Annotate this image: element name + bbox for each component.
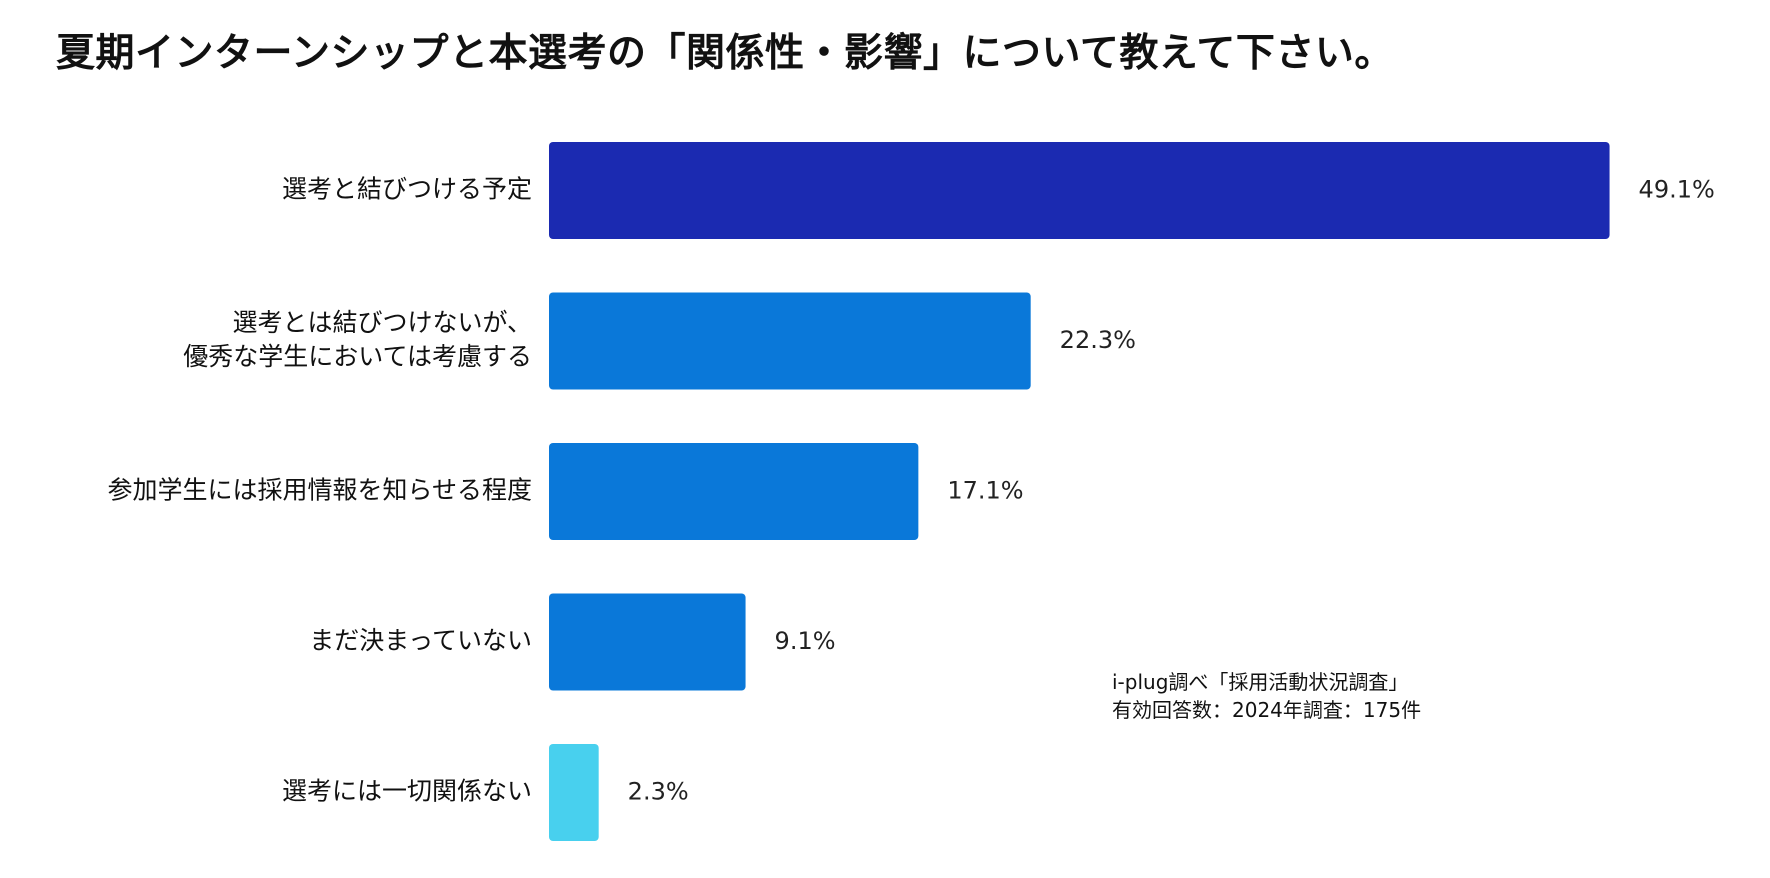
value-label-4: 9.1% (775, 627, 836, 655)
value-label-5: 2.3% (628, 778, 689, 806)
source-note: i-plug調べ「採用活動状況調査」 有効回答数：2024年調査：175件 (1112, 668, 1421, 724)
category-label-3: 参加学生には採用情報を知らせる程度 (107, 476, 532, 505)
bar-5 (549, 744, 599, 841)
value-label-1: 49.1% (1639, 176, 1715, 204)
bar-1 (549, 142, 1610, 239)
category-label-2-line-1: 選考とは結びつけないが、 (232, 308, 532, 337)
category-label-5: 選考には一切関係ない (282, 777, 532, 806)
chart-title: 夏期インターンシップと本選考の「関係性・影響」について教えて下さい。 (56, 31, 1394, 76)
bar-3 (549, 443, 919, 540)
category-label-4: まだ決まっていない (309, 626, 532, 655)
source-line-2: 有効回答数：2024年調査：175件 (1112, 698, 1422, 722)
value-label-3: 17.1% (947, 477, 1023, 505)
source-line-1: i-plug調べ「採用活動状況調査」 (1112, 670, 1409, 694)
category-label-1: 選考と結びつける予定 (282, 175, 532, 204)
bar-4 (549, 593, 746, 691)
value-label-2: 22.3% (1060, 326, 1136, 354)
bar-2 (549, 292, 1031, 390)
category-label-2-line-2: 優秀な学生においては考慮する (183, 342, 532, 371)
